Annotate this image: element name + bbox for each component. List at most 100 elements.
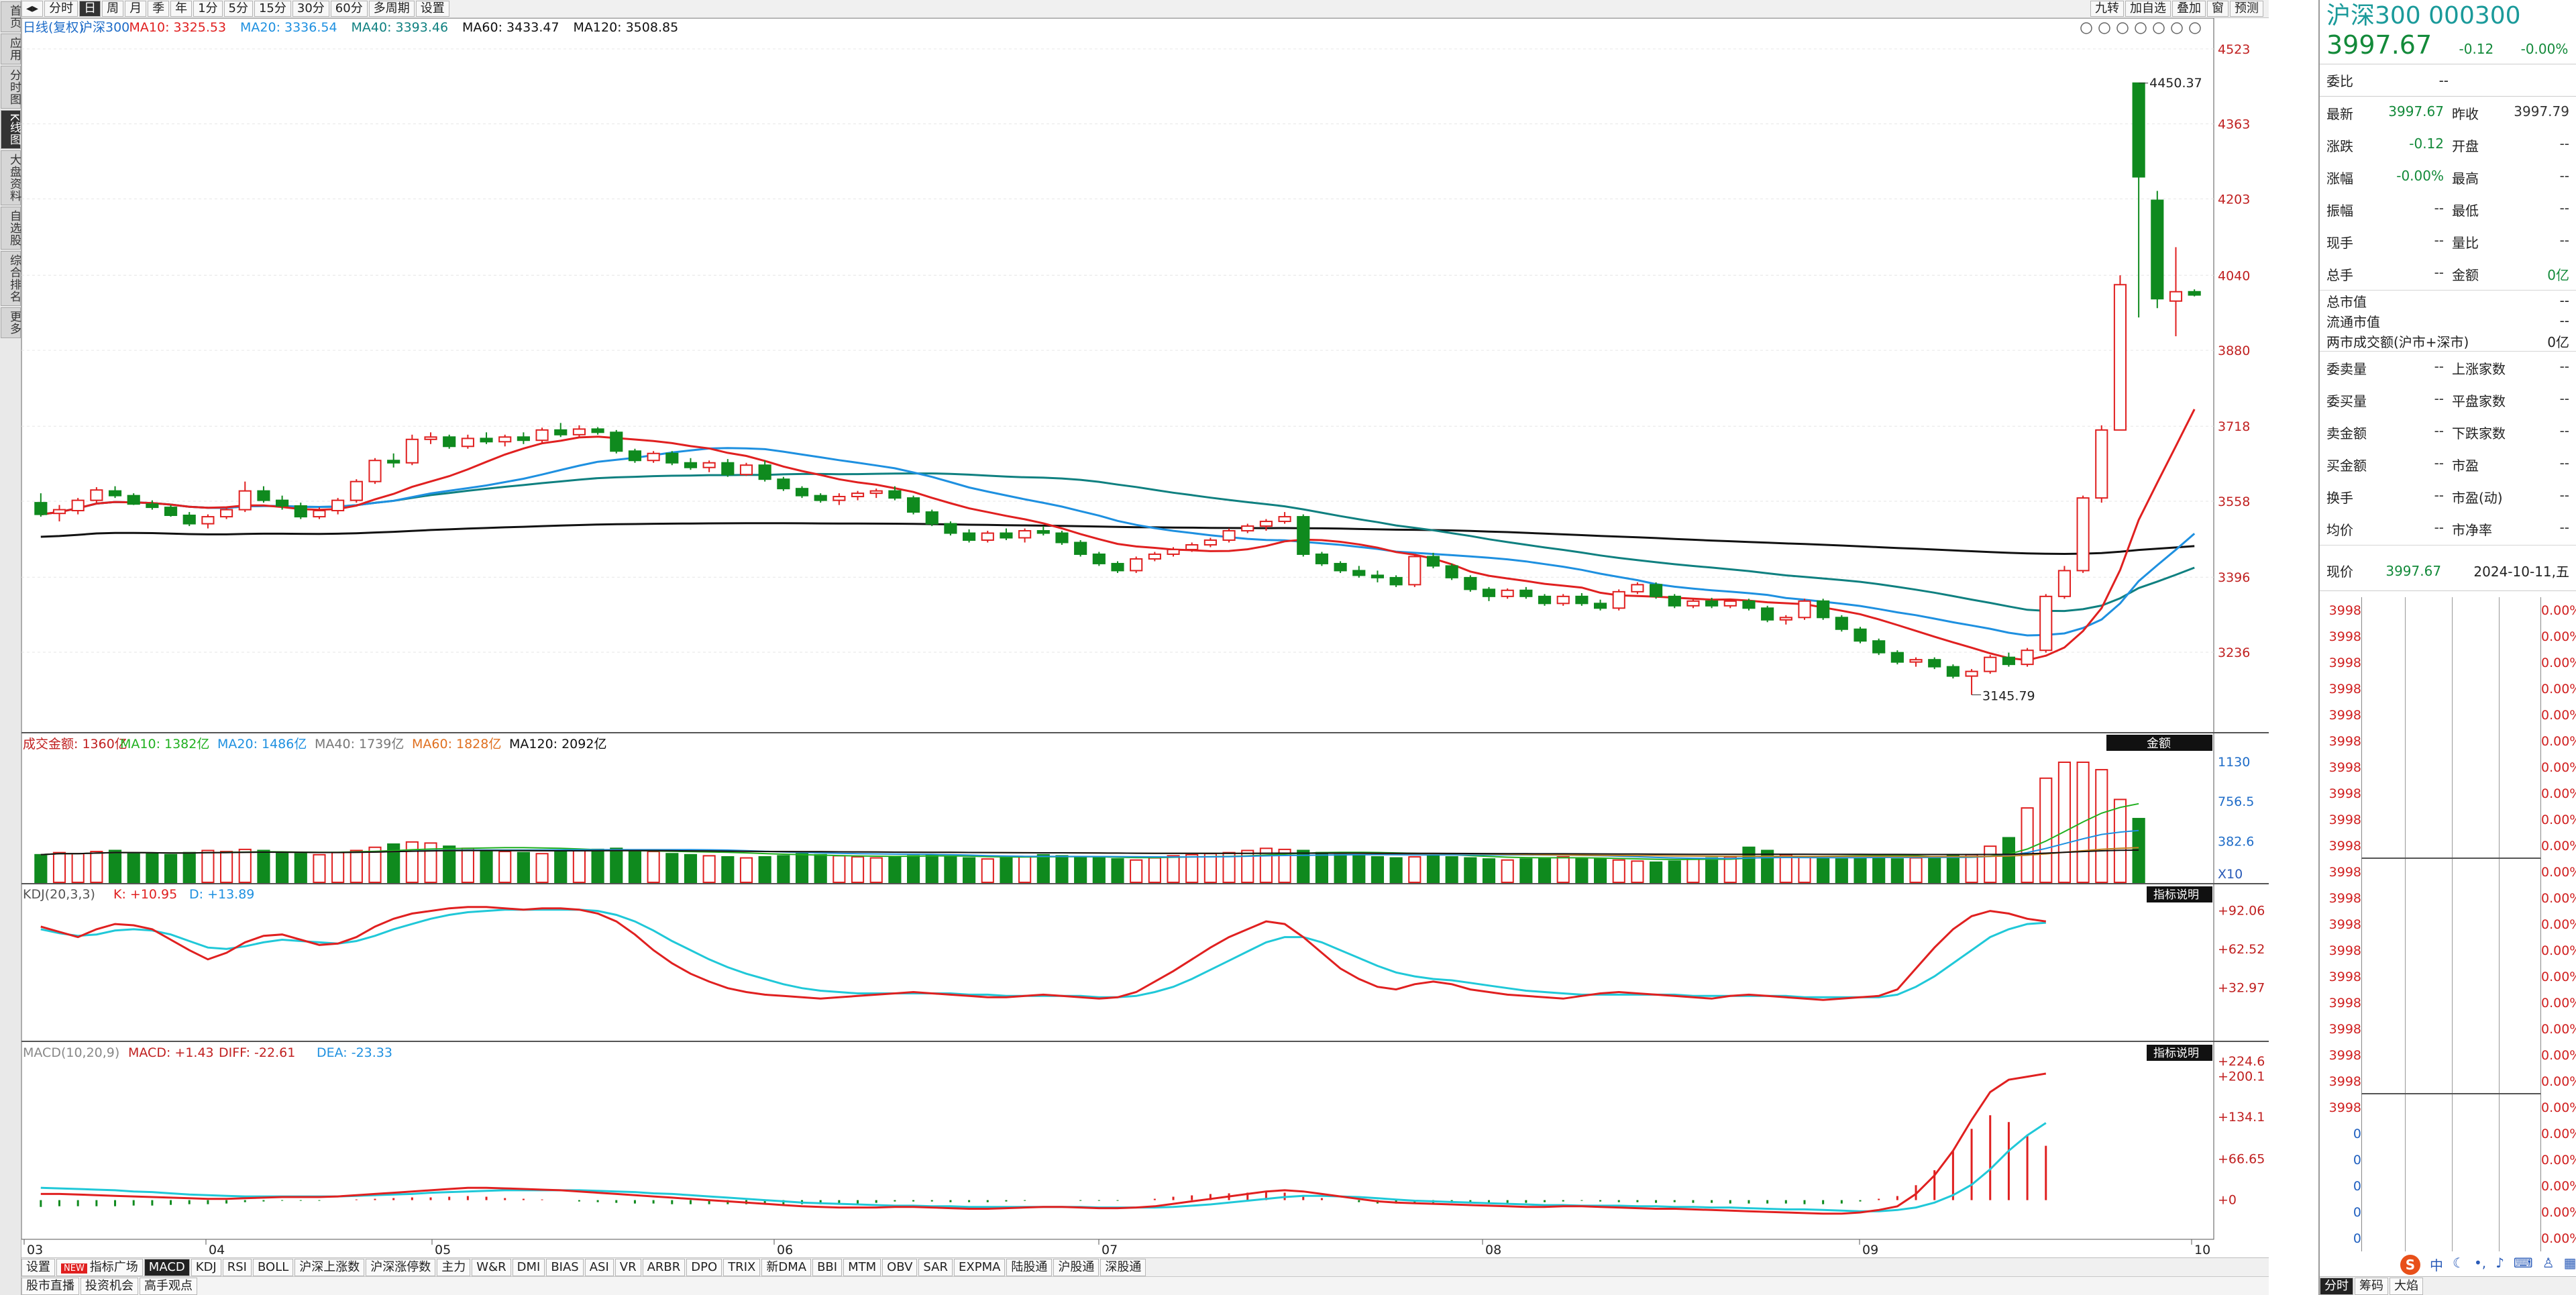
indicator-tab-10[interactable]: DMI [512,1258,545,1276]
punct-icon[interactable]: •, [2473,1255,2487,1271]
weibi-value: -- [2438,72,2449,89]
quote2-value: -- [2559,454,2569,471]
full-row-value: 0亿 [2547,333,2569,350]
left-tab-4[interactable]: 大盘资料 [1,150,21,206]
period-tab-11[interactable]: 多周期 [368,1,415,17]
info-tab-0[interactable]: 股市直播 [21,1277,79,1295]
period-tab-5[interactable]: 年 [170,1,193,17]
candle [721,462,735,476]
period-tab-10[interactable]: 60分 [330,1,368,17]
chinese-ime-icon[interactable]: 中 [2430,1257,2443,1274]
indicator-tab-5[interactable]: BOLL [253,1258,294,1276]
info-tab-1[interactable]: 投资机会 [80,1277,138,1295]
indicator-tab-22[interactable]: EXPMA [954,1258,1006,1276]
indicator-tab-4[interactable]: RSI [222,1258,252,1276]
indicator-tab-1[interactable]: NEW 指标广场 [56,1258,143,1276]
quote-bottom-tab-1[interactable]: 筹码 [2355,1277,2388,1295]
tick-grid [2361,728,2541,754]
volume-tick: 1130 [2218,755,2250,770]
indicator-tab-11[interactable]: BIAS [546,1258,584,1276]
period-tab-6[interactable]: 1分 [193,1,223,17]
moon-icon[interactable]: ☾ [2453,1255,2465,1271]
indicator-tab-9[interactable]: W&R [472,1258,511,1276]
quote-cell: 涨幅 -0.00% [2322,168,2448,187]
indicator-tab-3[interactable]: KDJ [191,1258,221,1276]
indicator-tab-2[interactable]: MACD [144,1258,190,1276]
candle [164,507,178,516]
indicator-tab-12[interactable]: ASI [584,1258,614,1276]
shirt-icon[interactable]: ♙ [2542,1255,2555,1271]
indicator-tab-0[interactable]: 设置 [21,1258,55,1276]
period-tab-12[interactable]: 设置 [415,1,449,17]
top-right-tab-3[interactable]: 窗 [2207,1,2229,17]
top-right-tab-2[interactable]: 叠加 [2172,1,2206,17]
period-tab-8[interactable]: 15分 [254,1,291,17]
indicator-tab-18[interactable]: BBI [812,1258,843,1276]
tick-row: 0 0.00% [2328,1147,2576,1173]
period-tab-9[interactable]: 30分 [292,1,329,17]
full-row-value: -- [2559,293,2569,309]
indicator-tab-7[interactable]: 沪深涨停数 [366,1258,436,1276]
volume-bar [1890,858,1904,883]
quote-label: 最高 [2452,170,2479,187]
indicator-tab-13[interactable]: VR [614,1258,641,1276]
sogou-icon[interactable]: S [2400,1255,2420,1275]
indicator-tab-25[interactable]: 深股通 [1100,1258,1146,1276]
left-tab-5[interactable]: 自选股 [1,207,21,250]
mic-icon[interactable]: ♪ [2496,1255,2504,1271]
indicator-tab-15[interactable]: DPO [686,1258,722,1276]
period-tab-1[interactable]: 日 [79,1,101,17]
indicator-tab-8[interactable]: 主力 [437,1258,471,1276]
ma10-line [40,409,2196,662]
nav-arrows-button[interactable]: ◂▸ [21,1,44,17]
indicator-tab-16[interactable]: TRIX [723,1258,761,1276]
tick-pct: 0.00% [2541,1126,2576,1141]
period-tab-7[interactable]: 5分 [223,1,253,17]
full-row-value: -- [2559,313,2569,329]
left-tab-1[interactable]: 应用 [1,34,21,64]
top-right-tab-0[interactable]: 九转 [2090,1,2124,17]
volume-bar [1946,855,1960,884]
kline-chart[interactable]: 4523 4363 4203 4040 3880 3718 3558 3396 3236 4450… [21,18,2269,1257]
period-tab-2[interactable]: 周 [102,1,124,17]
tick-price: 3998 [2328,995,2361,1011]
volume-bar [1723,856,1737,884]
indicator-tab-19[interactable]: MTM [843,1258,881,1276]
period-tab-0[interactable]: 分时 [44,1,78,17]
left-tab-2[interactable]: 分时图 [1,66,21,109]
top-right-tab-1[interactable]: 加自选 [2125,1,2171,17]
top-right-tab-4[interactable]: 预测 [2230,1,2263,17]
indicator-tab-20[interactable]: OBV [882,1258,918,1276]
full-row-0: 总市值 -- [2320,291,2576,311]
volume-bar [1984,845,1997,884]
tick-price: 3998 [2328,629,2361,644]
keyboard-icon[interactable]: ⌨ [2513,1255,2533,1271]
quote-bottom-tab-2[interactable]: 大焰 [2390,1277,2423,1295]
volume-bar [1278,848,1291,883]
indicator-tab-23[interactable]: 陆股通 [1006,1258,1053,1276]
current-label: 现价 [2326,564,2353,580]
left-tab-3[interactable]: K线图 [1,110,21,150]
candle [294,505,307,518]
left-tab-0[interactable]: 首页 [1,1,21,32]
indicator-tab-14[interactable]: ARBR [642,1258,686,1276]
indicator-tab-6[interactable]: 沪深上涨数 [294,1258,365,1276]
candle [1130,558,1143,572]
left-tab-6[interactable]: 综合排名 [1,251,21,307]
candle [480,437,493,443]
info-tab-2[interactable]: 高手观点 [140,1277,197,1295]
indicator-tab-24[interactable]: 沪股通 [1053,1258,1099,1276]
kdj-legend-0: KDJ(20,3,3) [23,887,95,902]
grid-icon[interactable]: ▦ [2563,1255,2576,1271]
period-tab-4[interactable]: 季 [148,1,170,17]
volume-bar [739,857,753,883]
quote-bottom-tab-0[interactable]: 分时 [2320,1277,2353,1295]
indicator-tab-17[interactable]: 新DMA [761,1258,812,1276]
tick-grid [2361,1016,2541,1042]
period-tab-3[interactable]: 月 [125,1,147,17]
candle [90,489,103,501]
left-tab-7[interactable]: 更多 [1,307,21,339]
tick-pct: 0.00% [2541,760,2576,775]
indicator-tab-21[interactable]: SAR [918,1258,953,1276]
quote2-value: -- [2434,358,2444,374]
